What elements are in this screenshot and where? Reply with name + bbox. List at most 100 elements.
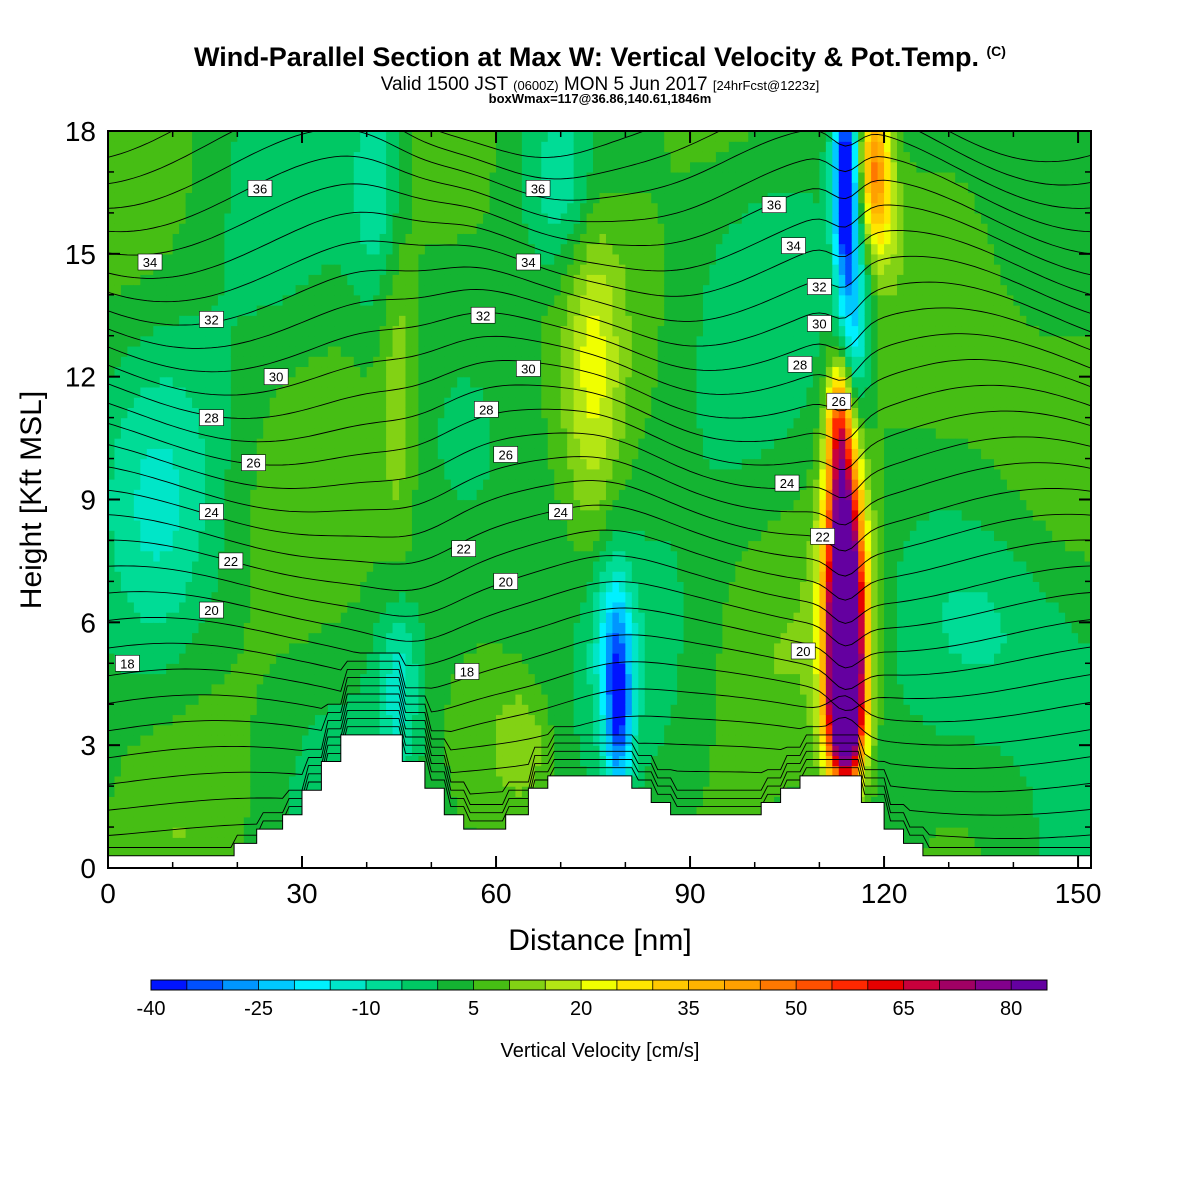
w-cell (431, 683, 439, 695)
w-cell (269, 131, 277, 142)
w-cell (314, 448, 323, 460)
w-cell (166, 693, 174, 705)
w-cell (159, 386, 167, 398)
w-cell (554, 663, 562, 675)
w-cell (327, 560, 335, 572)
w-cell (159, 622, 167, 634)
w-cell (276, 397, 284, 408)
w-cell (521, 601, 529, 613)
w-cell (321, 622, 329, 634)
w-cell (263, 448, 271, 460)
w-cell (373, 489, 381, 501)
w-cell (185, 837, 193, 849)
w-cell (133, 571, 141, 582)
w-cell (172, 202, 180, 214)
w-cell (496, 243, 504, 255)
w-cell (418, 151, 426, 163)
w-cell (405, 622, 413, 634)
w-cell (198, 765, 206, 777)
w-cell (366, 693, 374, 705)
w-cell (521, 693, 529, 705)
w-cell (120, 519, 128, 531)
w-cell (198, 806, 206, 818)
w-cell (127, 612, 135, 623)
w-cell (108, 212, 116, 224)
w-cell (224, 827, 232, 838)
w-cell (437, 591, 445, 603)
w-cell (444, 775, 452, 787)
w-cell (211, 345, 219, 357)
w-cell (321, 479, 329, 490)
w-cell (411, 294, 420, 306)
w-cell (192, 663, 200, 675)
w-cell (496, 202, 504, 214)
w-cell (282, 223, 290, 234)
w-cell (114, 612, 122, 623)
w-cell (159, 489, 167, 501)
w-cell (192, 151, 200, 163)
w-cell (450, 448, 458, 460)
w-cell (463, 714, 471, 726)
w-cell (179, 458, 187, 470)
w-cell (431, 407, 439, 419)
w-cell (308, 775, 316, 787)
w-cell (489, 161, 497, 173)
w-cell (450, 345, 458, 357)
w-cell (392, 253, 400, 265)
w-cell (295, 131, 303, 142)
w-cell (450, 653, 458, 664)
w-cell (114, 581, 122, 593)
w-cell (192, 734, 200, 746)
w-cell (192, 499, 200, 511)
w-cell (386, 315, 394, 327)
w-cell (237, 407, 245, 419)
w-cell (172, 151, 180, 163)
w-cell (289, 571, 297, 582)
w-cell (379, 243, 387, 255)
w-cell (392, 642, 400, 654)
w-cell (166, 683, 174, 695)
w-cell (541, 141, 549, 153)
w-cell (263, 417, 271, 429)
w-cell (166, 479, 174, 490)
w-cell (392, 714, 400, 726)
w-cell (127, 407, 135, 419)
valid-date: MON 5 Jun 2017 (563, 74, 708, 95)
w-cell (166, 745, 174, 757)
w-cell (534, 141, 542, 153)
w-cell (114, 683, 122, 695)
w-cell (373, 622, 381, 634)
w-cell (179, 427, 187, 439)
w-cell (140, 519, 148, 531)
w-cell (250, 305, 258, 316)
w-cell (237, 734, 245, 746)
w-cell (198, 386, 206, 398)
w-cell (347, 704, 355, 716)
w-cell (282, 264, 290, 275)
w-cell (418, 182, 426, 194)
w-cell (541, 745, 549, 757)
w-cell (127, 417, 135, 429)
w-cell (392, 171, 400, 183)
w-cell (243, 366, 251, 378)
w-cell (502, 458, 510, 470)
w-cell (457, 653, 465, 664)
w-cell (321, 591, 329, 603)
w-cell (198, 182, 206, 194)
w-cell (347, 519, 355, 531)
w-cell (515, 386, 523, 398)
w-cell (521, 489, 529, 501)
w-cell (379, 642, 387, 654)
w-cell (321, 386, 329, 398)
w-cell (153, 550, 161, 562)
w-cell (263, 233, 271, 245)
w-cell (386, 663, 394, 675)
w-cell (140, 151, 148, 163)
w-cell (289, 161, 297, 173)
w-cell (140, 489, 148, 501)
w-cell (276, 489, 284, 501)
w-cell (159, 591, 167, 603)
w-cell (256, 294, 264, 306)
w-cell (515, 530, 523, 542)
w-cell (489, 335, 497, 347)
